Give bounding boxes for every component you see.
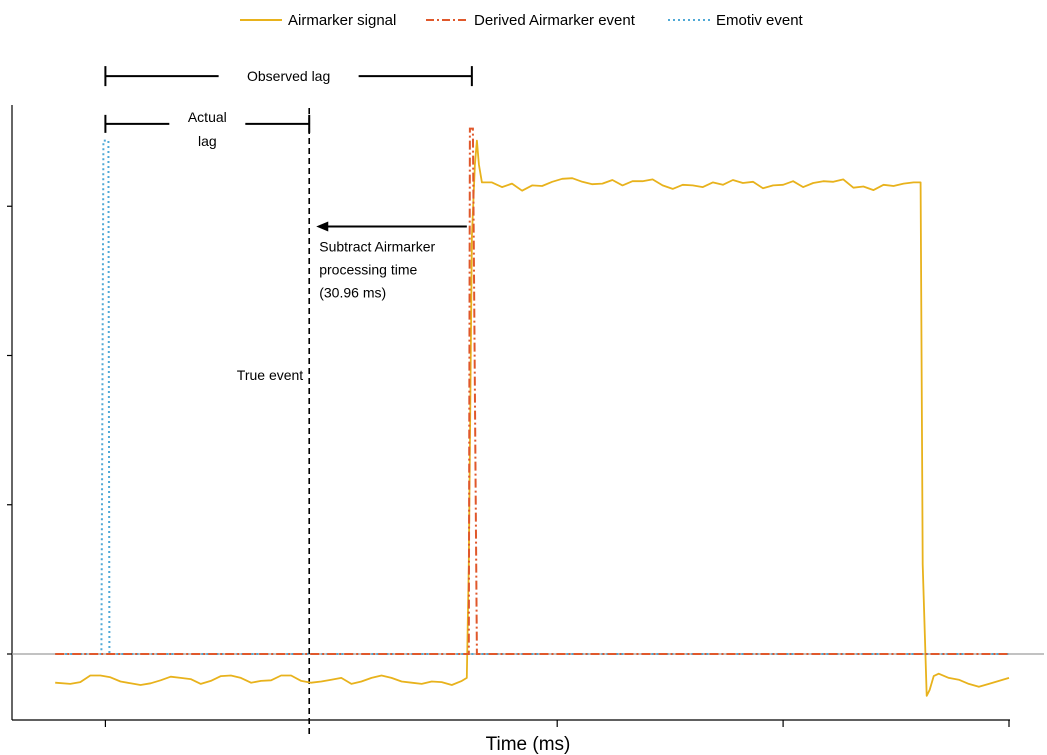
subtract-label-line1: Subtract Airmarker [319, 239, 435, 255]
series-airmarker-signal [55, 139, 1010, 697]
subtract-arrow-head [316, 221, 329, 232]
x-axis-title: Time (ms) [486, 734, 571, 755]
series-derived-airmarker-event [55, 127, 1009, 655]
x-ticks [104, 720, 1010, 727]
subtract-label-line2: processing time [319, 262, 417, 278]
observed-lag-bracket: Observed lag [104, 66, 473, 87]
y-ticks [7, 205, 12, 655]
true-event-label: True event [237, 367, 304, 383]
subtract-label-line3: (30.96 ms) [319, 285, 386, 301]
legend-label-derived-airmarker-event: Derived Airmarker event [474, 12, 636, 29]
true-event-marker: True event [219, 108, 311, 735]
series-group [55, 127, 1010, 697]
legend-label-airmarker-signal: Airmarker signal [288, 12, 396, 29]
subtract-arrow-annotation: Subtract Airmarker processing time (30.9… [316, 221, 467, 301]
observed-lag-label: Observed lag [247, 68, 330, 84]
actual-lag-bracket: Actual lag [104, 109, 311, 149]
legend-label-emotiv-event: Emotiv event [716, 12, 804, 29]
actual-lag-label-line2: lag [198, 133, 217, 149]
axes: Time (ms) [7, 105, 1044, 755]
legend: Airmarker signal Derived Airmarker event… [240, 12, 804, 29]
true-event-label-bg [219, 365, 306, 385]
actual-lag-label-line1: Actual [188, 109, 227, 125]
series-emotiv-event [55, 139, 1009, 655]
